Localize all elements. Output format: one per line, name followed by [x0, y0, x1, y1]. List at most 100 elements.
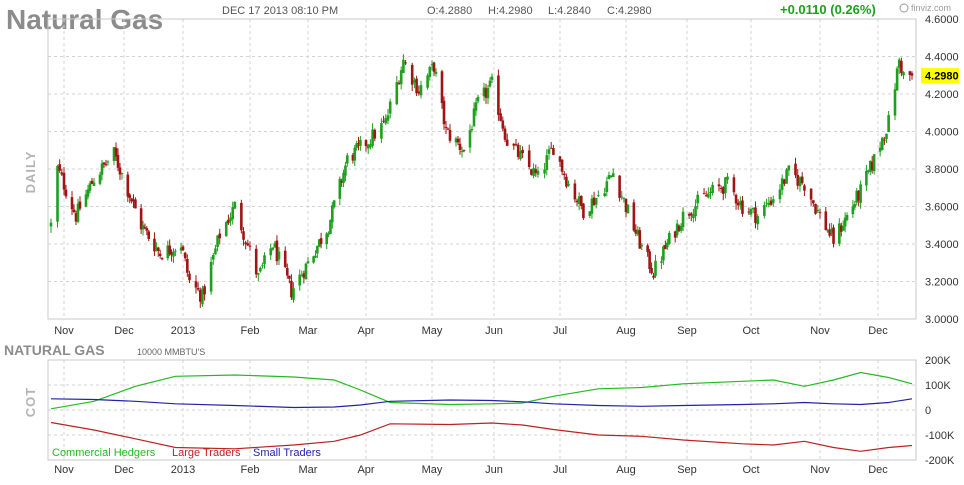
candle — [470, 125, 474, 133]
candle-body — [575, 200, 579, 203]
candle-body — [314, 255, 317, 258]
candle-body — [734, 194, 738, 204]
candle-body — [751, 207, 755, 210]
candle-body — [84, 194, 88, 207]
candle-body — [512, 143, 516, 146]
candle — [306, 256, 310, 264]
candle-body — [798, 177, 802, 187]
price-x-tick-label: Aug — [616, 325, 636, 337]
candle — [224, 220, 228, 237]
candle-body — [632, 202, 636, 231]
candle-body — [156, 247, 160, 251]
candle-body — [800, 176, 804, 184]
legend-large-traders: Large Traders — [172, 447, 241, 459]
candle — [402, 54, 405, 74]
candle — [749, 207, 753, 217]
candle-body — [679, 225, 683, 231]
candle — [771, 195, 775, 207]
candle-body — [434, 71, 438, 74]
candle — [132, 194, 135, 208]
candle-body — [304, 263, 308, 280]
candle-body — [288, 275, 291, 279]
cot-x-tick-label: 2013 — [171, 464, 195, 476]
candle — [527, 144, 531, 170]
price-x-tick-label: Feb — [241, 325, 260, 337]
candle — [534, 164, 538, 177]
candle-body — [490, 76, 494, 80]
candle — [783, 178, 786, 187]
price-y-tick-label: 4.6000 — [925, 14, 959, 26]
candle — [198, 287, 202, 308]
candle — [168, 239, 171, 256]
candle — [456, 135, 460, 146]
candle-body — [783, 179, 786, 184]
candle — [141, 220, 145, 236]
candle-body — [534, 169, 538, 173]
candle — [719, 185, 723, 193]
candle-body — [141, 225, 145, 230]
candle-body — [298, 274, 302, 286]
candle — [673, 230, 677, 243]
candle-body — [709, 191, 712, 193]
price-change-label: +0.0110 (0.26%) — [780, 2, 876, 17]
candle — [426, 73, 429, 90]
candle — [741, 196, 744, 217]
candle-body — [626, 204, 630, 214]
candle-body — [910, 73, 914, 76]
candle-body — [60, 172, 64, 175]
candle-body — [306, 261, 310, 264]
candle-body — [741, 200, 744, 214]
candle-body — [499, 113, 502, 121]
candle-body — [203, 286, 206, 295]
candle-body — [579, 195, 583, 206]
candle — [499, 108, 502, 122]
candle — [845, 212, 849, 222]
candle — [317, 239, 321, 248]
candle-body — [843, 217, 847, 227]
candle-body — [351, 155, 355, 161]
candle-body — [302, 273, 306, 278]
candle-body — [373, 129, 377, 139]
candle — [104, 159, 108, 167]
candle — [816, 204, 820, 214]
candle-body — [527, 150, 531, 168]
candle — [490, 73, 494, 84]
candle-body — [756, 216, 759, 225]
candle — [246, 239, 250, 247]
candle — [895, 66, 899, 91]
candle — [859, 180, 862, 209]
candle — [709, 187, 712, 200]
candle-body — [573, 183, 577, 200]
candle — [594, 197, 598, 209]
candle-body — [384, 118, 388, 124]
candle — [605, 176, 609, 197]
candle-body — [183, 252, 187, 259]
finviz-logo[interactable]: finviz.com — [899, 3, 951, 13]
candle — [505, 133, 509, 147]
candle-body — [694, 205, 697, 217]
candle — [417, 85, 421, 96]
candle-body — [120, 173, 124, 175]
cot-y-tick-label: 200K — [925, 355, 951, 367]
candle — [384, 114, 388, 126]
candle-body — [72, 209, 76, 213]
candle — [832, 224, 835, 248]
candle — [397, 80, 401, 85]
candle — [887, 110, 890, 133]
candle-body — [259, 267, 262, 272]
candle — [263, 252, 266, 269]
candle-body — [227, 219, 230, 224]
last-price-marker: 4.2980 — [921, 68, 959, 84]
candle-body — [345, 155, 349, 164]
cot-series-line-small-traders — [50, 398, 913, 409]
price-y-tick-label: 4.0000 — [925, 127, 959, 139]
candle-body — [505, 139, 509, 146]
candle — [285, 263, 289, 279]
candle-body — [170, 251, 173, 256]
cot-x-tick-label: Oct — [742, 464, 759, 476]
candle-body — [118, 167, 122, 175]
candle — [472, 102, 476, 127]
candle-body — [244, 242, 247, 245]
candle — [818, 208, 822, 219]
